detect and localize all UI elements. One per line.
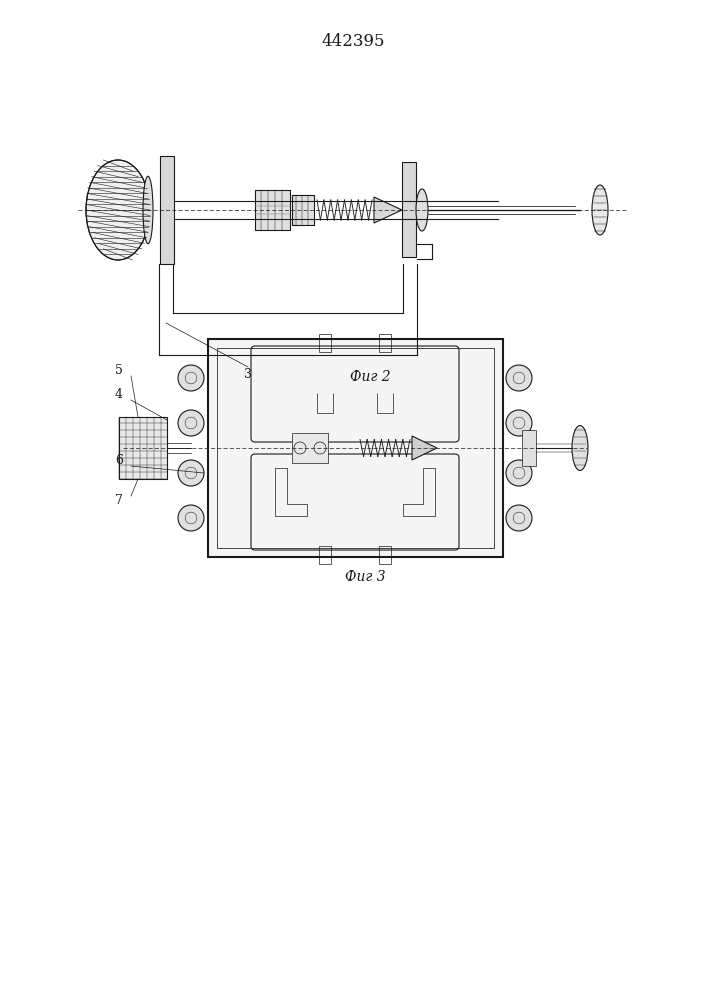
Bar	[319, 334, 331, 352]
Circle shape	[294, 442, 306, 454]
Bar	[402, 162, 416, 257]
Text: 7: 7	[115, 494, 123, 508]
Bar	[319, 546, 331, 564]
Circle shape	[178, 365, 204, 391]
Text: 4: 4	[115, 388, 123, 401]
Circle shape	[178, 410, 204, 436]
Bar	[217, 348, 494, 548]
Circle shape	[178, 505, 204, 531]
Circle shape	[506, 410, 532, 436]
Ellipse shape	[143, 176, 153, 244]
Bar	[119, 417, 167, 479]
Ellipse shape	[572, 426, 588, 471]
Bar	[208, 339, 503, 557]
Bar	[379, 546, 391, 564]
Ellipse shape	[592, 185, 608, 235]
Bar	[255, 190, 290, 230]
Polygon shape	[412, 436, 437, 460]
Bar	[522, 430, 536, 466]
Circle shape	[178, 460, 204, 486]
Bar	[160, 156, 174, 264]
Bar	[292, 195, 314, 225]
Circle shape	[506, 460, 532, 486]
Text: 442395: 442395	[321, 33, 385, 50]
Ellipse shape	[86, 160, 150, 260]
Bar	[379, 334, 391, 352]
Polygon shape	[374, 197, 402, 223]
Text: 5: 5	[115, 363, 123, 376]
Text: Фиг 3: Фиг 3	[345, 570, 385, 584]
Ellipse shape	[416, 189, 428, 231]
Text: 3: 3	[244, 368, 252, 381]
Circle shape	[506, 505, 532, 531]
Bar	[292, 433, 328, 463]
Text: 6: 6	[115, 454, 123, 468]
Circle shape	[314, 442, 326, 454]
Text: Фиг 2: Фиг 2	[350, 370, 390, 384]
Circle shape	[506, 365, 532, 391]
